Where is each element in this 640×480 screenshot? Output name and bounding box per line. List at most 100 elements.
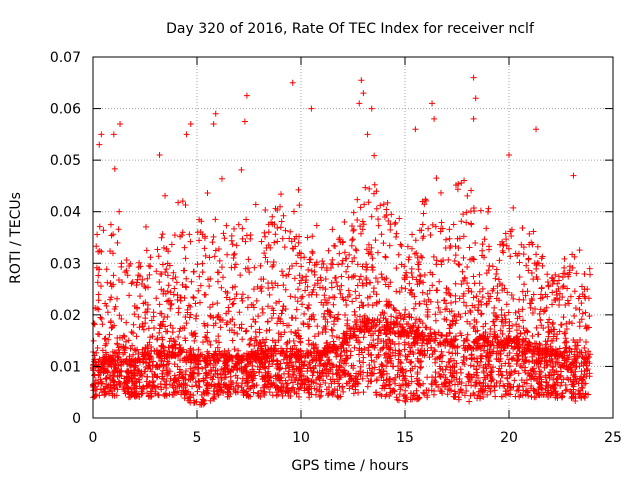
data-point xyxy=(343,268,350,275)
data-point xyxy=(442,366,449,373)
data-point xyxy=(239,225,246,232)
data-point xyxy=(587,271,594,278)
data-point xyxy=(571,313,578,320)
data-point xyxy=(357,326,364,333)
data-point xyxy=(296,364,303,371)
data-point xyxy=(460,342,467,349)
data-point xyxy=(502,320,509,327)
data-point xyxy=(432,331,439,338)
data-point xyxy=(393,265,400,272)
data-point xyxy=(490,318,497,325)
data-point xyxy=(502,230,509,237)
data-point xyxy=(437,374,444,381)
data-point xyxy=(211,396,218,403)
data-point xyxy=(169,275,176,282)
data-point xyxy=(560,283,567,290)
data-point xyxy=(259,306,266,313)
data-point xyxy=(358,230,365,237)
data-point xyxy=(204,338,211,345)
data-point xyxy=(479,294,486,301)
data-point xyxy=(295,386,302,393)
data-point xyxy=(368,357,375,364)
data-point xyxy=(499,330,506,337)
data-point xyxy=(398,284,405,291)
data-point xyxy=(288,238,295,245)
data-point xyxy=(320,362,327,369)
data-point xyxy=(550,363,557,370)
data-point xyxy=(190,295,197,302)
data-point xyxy=(162,192,169,199)
data-point xyxy=(373,205,380,212)
data-point xyxy=(512,309,519,316)
data-point xyxy=(493,350,500,357)
data-point xyxy=(497,327,504,334)
data-point xyxy=(265,229,272,236)
data-point xyxy=(558,362,565,369)
data-point xyxy=(145,382,152,389)
data-point xyxy=(524,341,531,348)
data-point xyxy=(154,246,161,253)
data-point xyxy=(349,258,356,265)
data-point xyxy=(190,268,197,275)
data-point xyxy=(375,216,382,223)
data-point xyxy=(198,391,205,398)
data-point xyxy=(333,334,340,341)
data-point xyxy=(211,383,218,390)
data-point xyxy=(349,237,356,244)
data-point xyxy=(522,350,529,357)
data-point xyxy=(111,165,118,172)
data-point xyxy=(137,372,144,379)
data-point xyxy=(515,250,522,257)
data-point xyxy=(466,307,473,314)
data-point xyxy=(572,305,579,312)
data-point xyxy=(278,310,285,317)
data-point xyxy=(269,305,276,312)
data-point xyxy=(548,337,555,344)
data-point xyxy=(435,304,442,311)
data-point xyxy=(373,321,380,328)
data-point xyxy=(486,352,493,359)
data-point xyxy=(216,257,223,264)
data-point xyxy=(550,319,557,326)
data-point xyxy=(234,352,241,359)
data-point xyxy=(579,310,586,317)
data-point xyxy=(562,382,569,389)
data-point xyxy=(415,324,422,331)
data-point xyxy=(540,308,547,315)
data-point xyxy=(380,240,387,247)
data-point xyxy=(262,254,269,261)
data-point xyxy=(275,348,282,355)
data-point xyxy=(471,391,478,398)
data-point xyxy=(571,371,578,378)
data-point xyxy=(151,325,158,332)
data-point xyxy=(129,357,136,364)
data-point xyxy=(454,381,461,388)
data-point xyxy=(107,381,114,388)
data-point xyxy=(446,330,453,337)
data-point xyxy=(149,362,156,369)
data-point xyxy=(359,280,366,287)
data-point xyxy=(147,334,154,341)
data-point xyxy=(538,255,545,262)
data-point xyxy=(509,356,516,363)
data-point xyxy=(222,382,229,389)
data-point xyxy=(197,351,204,358)
data-point xyxy=(114,353,121,360)
data-point xyxy=(199,339,206,346)
data-point xyxy=(179,324,186,331)
data-point xyxy=(317,351,324,358)
data-point xyxy=(377,391,384,398)
y-tick-label: 0.02 xyxy=(50,308,81,324)
data-point xyxy=(179,281,186,288)
data-point xyxy=(211,253,218,260)
data-point xyxy=(341,219,348,226)
data-point xyxy=(241,118,248,125)
data-point xyxy=(152,390,159,397)
data-point xyxy=(413,276,420,283)
data-point xyxy=(139,355,146,362)
data-point xyxy=(167,301,174,308)
data-point xyxy=(401,375,408,382)
data-point xyxy=(383,391,390,398)
data-point xyxy=(363,246,370,253)
data-point xyxy=(498,393,505,400)
